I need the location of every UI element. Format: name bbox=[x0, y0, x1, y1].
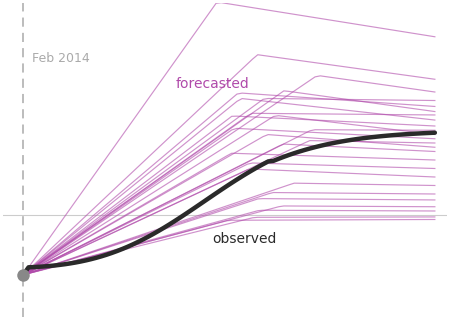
Text: Feb 2014: Feb 2014 bbox=[32, 52, 90, 65]
Text: observed: observed bbox=[213, 232, 277, 246]
Text: forecasted: forecasted bbox=[176, 76, 249, 91]
